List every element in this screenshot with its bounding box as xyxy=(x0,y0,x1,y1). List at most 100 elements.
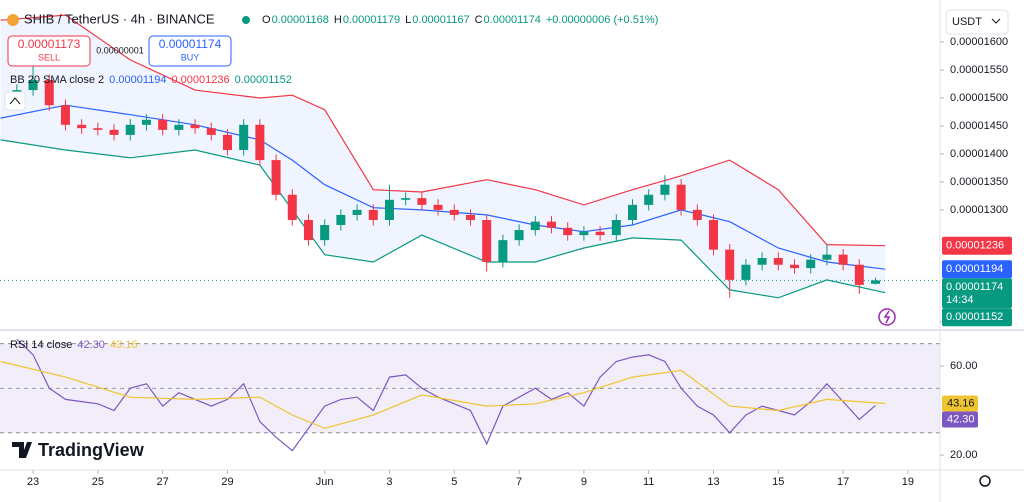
y-tick-label: 0.00001400 xyxy=(950,148,1008,160)
sell-price: 0.00001173 xyxy=(18,37,81,51)
x-tick-label: 27 xyxy=(157,476,169,488)
candle-body xyxy=(93,128,103,130)
rsi-band xyxy=(0,343,940,433)
price-tag xyxy=(942,308,1012,327)
band-fill xyxy=(0,15,886,298)
candle-body xyxy=(109,129,119,135)
ohlc-key: H xyxy=(334,14,342,26)
currency-button[interactable] xyxy=(945,9,1009,35)
x-tick-label: 5 xyxy=(451,476,457,488)
candle-body xyxy=(77,124,87,129)
indicator-value: 0.00001194 xyxy=(109,74,166,86)
rsi-pane xyxy=(0,338,940,452)
candle-body xyxy=(141,119,151,125)
candle-body xyxy=(579,231,589,236)
y-tick-label: 0.00001600 xyxy=(950,36,1008,48)
candle-body xyxy=(692,209,702,220)
ohlc-value: 0.00001167 xyxy=(412,14,469,26)
indicator-line xyxy=(0,14,886,247)
rsi-line xyxy=(0,360,886,429)
candle-body xyxy=(60,105,70,125)
rsi-tag-label: 42.30 xyxy=(947,413,975,425)
rsi-value: 42.30 xyxy=(77,339,105,351)
price-pane xyxy=(0,14,940,299)
candle-body xyxy=(627,204,637,220)
candle-body xyxy=(401,198,411,200)
rsi-legend: RSI 14 close xyxy=(10,339,72,351)
x-tick-label: 7 xyxy=(516,476,522,488)
candle-body xyxy=(660,184,670,195)
indicator-legend: BB 20 SMA close 2 xyxy=(10,74,104,86)
alert-bolt xyxy=(883,310,891,324)
price-change: +0.00000006 (+0.51%) xyxy=(546,14,659,26)
candle-body xyxy=(741,264,751,280)
candle-body xyxy=(595,231,605,236)
candle-body xyxy=(190,124,200,129)
x-tick-label: 9 xyxy=(581,476,587,488)
candle-body xyxy=(255,124,265,161)
ohlc-key: O xyxy=(262,14,271,26)
candle-body xyxy=(676,184,686,210)
x-tick-label: 19 xyxy=(902,476,914,488)
candle-body xyxy=(28,80,38,91)
candle-body xyxy=(44,80,54,106)
candle-body xyxy=(320,225,330,241)
ohlc-key: L xyxy=(405,14,411,26)
candle-body xyxy=(384,199,394,220)
rsi-tag xyxy=(942,395,978,412)
candle-body xyxy=(546,221,556,228)
ohlc-value: 0.00001179 xyxy=(343,14,400,26)
sell-label: SELL xyxy=(38,52,60,62)
y-tick-label: 60.00 xyxy=(950,360,978,372)
x-tick-label: 11 xyxy=(643,476,654,488)
ohlc-key: C xyxy=(475,14,483,26)
candle-body xyxy=(368,209,378,220)
y-tick-label: 0.00001450 xyxy=(950,120,1008,132)
rsi-value: 43.16 xyxy=(110,339,138,351)
price-tag xyxy=(942,260,1012,279)
collapse-button[interactable] xyxy=(4,91,26,111)
sell-button[interactable] xyxy=(7,35,91,67)
rsi-tag-label: 43.16 xyxy=(947,397,975,409)
price-tag-label: 0.00001174 xyxy=(946,281,1003,293)
candle-body xyxy=(465,214,475,220)
buy-label: BUY xyxy=(181,52,200,62)
candle-body xyxy=(611,219,621,236)
candle-body xyxy=(222,134,232,151)
candle-body xyxy=(287,194,297,220)
price-tag xyxy=(942,278,1012,309)
header: SHIB / TetherUS · 4h · BINANCE O 0.000011… xyxy=(7,11,658,26)
buy-button[interactable] xyxy=(148,35,232,67)
candle-body xyxy=(773,258,783,265)
candle-body xyxy=(271,160,281,195)
candle-body xyxy=(822,254,832,260)
indicator-line xyxy=(0,139,886,299)
y-tick-label: 0.00001350 xyxy=(950,176,1008,188)
price-tag xyxy=(942,236,1012,255)
y-tick-label: 0.00001300 xyxy=(950,204,1008,216)
x-tick-label: 29 xyxy=(221,476,233,488)
x-tick-label: 3 xyxy=(386,476,392,488)
candle-body xyxy=(239,124,249,151)
ohlc-value: 0.00001168 xyxy=(272,14,329,26)
indicator-value: 0.00001236 xyxy=(171,74,229,86)
candle-body xyxy=(644,194,654,205)
x-tick-label: Jun xyxy=(316,476,334,488)
candle-body xyxy=(790,264,800,269)
x-tick-label: 15 xyxy=(772,476,784,488)
logo-mark xyxy=(12,442,32,458)
symbol-icon xyxy=(7,14,19,26)
dropdown-icon xyxy=(991,18,1001,24)
candle-body xyxy=(174,124,184,130)
ohlc-value: 0.00001174 xyxy=(484,14,541,26)
y-tick-label: 0.00001500 xyxy=(950,92,1008,104)
candle-body xyxy=(563,227,573,236)
candle-body xyxy=(303,219,313,241)
candle-body xyxy=(757,258,767,265)
settings-icon[interactable] xyxy=(979,475,991,487)
symbol: SHIB / TetherUS · 4h · BINANCE xyxy=(24,11,215,26)
brand-logo: TradingView xyxy=(12,440,145,460)
countdown: 14:34 xyxy=(946,294,974,306)
rsi-line xyxy=(16,338,876,452)
